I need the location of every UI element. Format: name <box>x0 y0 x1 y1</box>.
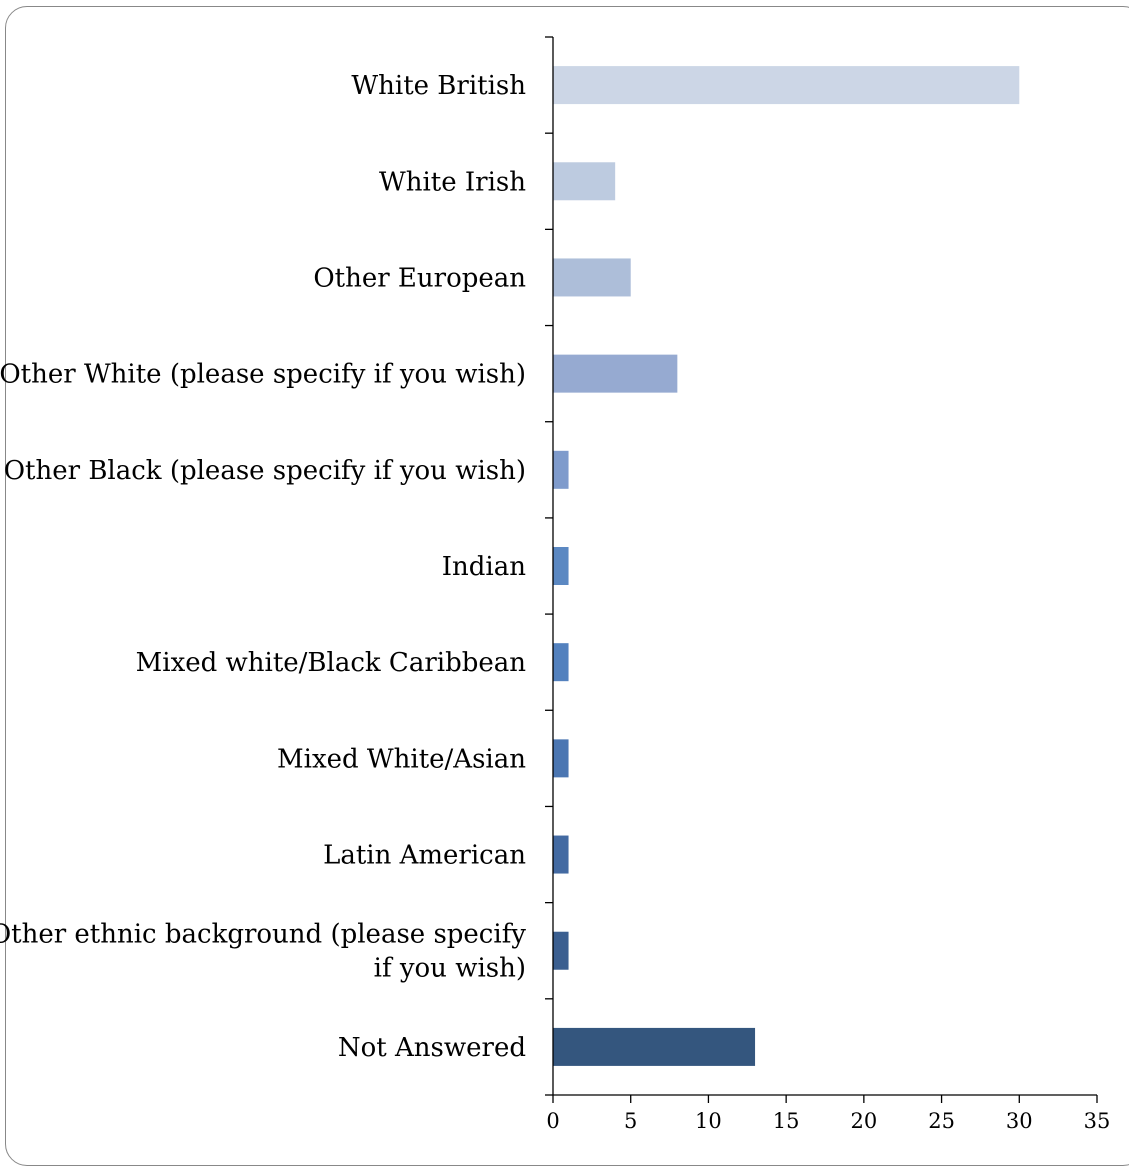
category-label-1: White Irish <box>379 167 526 197</box>
x-tick-label-6: 30 <box>1006 1109 1033 1133</box>
category-labels-group: White British White Irish Other European Ot… <box>0 71 526 1063</box>
bar-0 <box>553 66 1020 105</box>
bar-1 <box>553 162 616 201</box>
category-label-7: Mixed White/Asian <box>277 744 526 774</box>
x-tick-label-2: 10 <box>695 1109 722 1133</box>
category-label-2: Other European <box>313 263 526 293</box>
x-tick-label-1: 5 <box>624 1109 637 1133</box>
x-tick-labels-group: 0 5 10 15 20 25 30 35 <box>546 1109 1110 1133</box>
category-label-3: Other White (please specify if you wish) <box>0 360 526 390</box>
category-label-4: Other Black (please specify if you wish) <box>4 456 526 486</box>
bar-5 <box>553 547 569 585</box>
x-tick-label-4: 20 <box>850 1109 877 1133</box>
bar-7 <box>553 739 569 778</box>
category-label-9: Other ethnic background (please specify i… <box>0 920 526 984</box>
x-tick-label-0: 0 <box>546 1109 559 1133</box>
axes-group <box>545 36 1098 1103</box>
x-tick-label-5: 25 <box>928 1109 955 1133</box>
bar-3 <box>553 354 678 393</box>
bar-8 <box>553 835 569 874</box>
category-label-8: Latin American <box>323 841 526 871</box>
bar-6 <box>553 643 569 682</box>
bar-2 <box>553 258 631 297</box>
bar-9 <box>553 931 569 970</box>
bars-group <box>553 66 1020 1066</box>
x-tick-label-3: 15 <box>773 1109 800 1133</box>
bar-4 <box>553 450 569 489</box>
category-label-10: Not Answered <box>338 1033 526 1063</box>
category-label-0: White British <box>351 71 526 101</box>
category-label-6: Mixed white/Black Caribbean <box>136 648 527 678</box>
category-label-5: Indian <box>442 552 526 582</box>
x-tick-label-7: 35 <box>1084 1109 1111 1133</box>
bar-10 <box>553 1027 756 1066</box>
